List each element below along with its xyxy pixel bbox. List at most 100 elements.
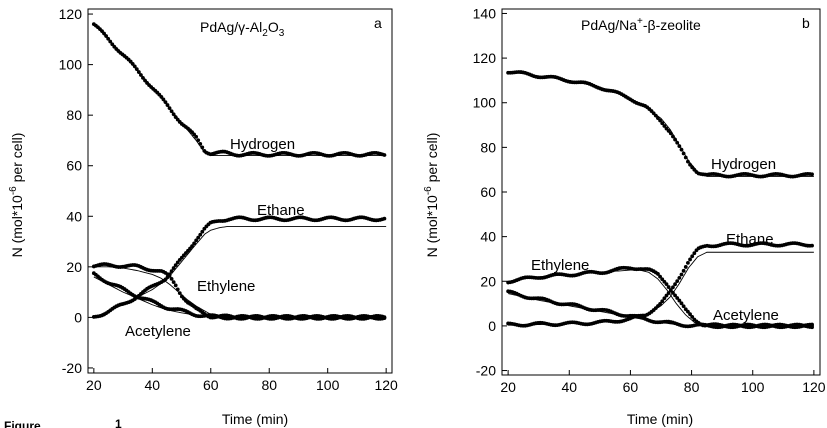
panel-a-point-ethylene — [167, 273, 172, 278]
panel-b-point-hydrogen — [673, 137, 677, 142]
panel-b-point-ethylene — [664, 282, 669, 287]
panel-a-point-hydrogen — [171, 112, 176, 117]
panel-b-point-ethane — [658, 302, 662, 306]
panel-a-x-tick-label: 40 — [145, 377, 161, 393]
panel-a-label-hydrogen: Hydrogen — [230, 136, 295, 153]
panel-a-point-hydrogen — [106, 36, 111, 41]
panel-b-point-ethylene — [681, 304, 686, 309]
panel-a-point-ethane — [196, 235, 201, 240]
panel-a-x-tick-label: 60 — [203, 377, 219, 393]
panel-a-x-tick-label: 20 — [86, 377, 102, 393]
panel-a-point-ethane — [198, 232, 203, 237]
panel-b-point-hydrogen — [662, 124, 667, 128]
panel-a-y-tick-label: 20 — [66, 259, 82, 275]
panel-a-y-tick-label: -20 — [62, 360, 82, 376]
panel-b-point-ethylene — [660, 277, 665, 282]
panel-a-point-ethylene — [173, 283, 178, 288]
panel-b-x-tick-label: 100 — [741, 379, 765, 395]
panel-a-point-ethane — [200, 229, 205, 234]
panel-a-x-tick-label: 80 — [261, 377, 277, 393]
panel-a-point-hydrogen — [134, 67, 139, 72]
panel-a-point-hydrogen — [132, 64, 137, 69]
panel-a-point-ethane — [192, 241, 197, 246]
panel-a-point-hydrogen — [139, 73, 143, 77]
panel-a-point-ethylene — [177, 291, 182, 296]
panel-a-point-hydrogen — [196, 138, 201, 143]
panel-a-point-ethylene — [175, 287, 180, 292]
panel-b-x-tick-label: 80 — [684, 379, 700, 395]
panel-b-x-tick-label: 60 — [623, 379, 639, 395]
panel-b: 20 40 60 80 100 120 -20 0 20 40 60 80 100 120 140 PdAg… — [423, 5, 826, 427]
panel-a-point-hydrogen — [161, 97, 166, 102]
panel-a-y-axis-label: N (mol*10-6 per cell) — [8, 133, 25, 258]
panel-b-point-hydrogen — [683, 155, 688, 160]
panel-b-point-ethane — [679, 272, 684, 277]
panel-b-y-axis-label: N (mol*10-6 per cell) — [423, 133, 440, 258]
panel-a-point-hydrogen — [173, 115, 178, 119]
figure-caption-number: 1 — [115, 417, 122, 428]
panel-b-point-ethane — [675, 279, 680, 283]
panel-a-letter: a — [374, 15, 382, 31]
panel-b-point-ethane — [664, 293, 669, 298]
panel-b-label-acetylene: Acetylene — [713, 307, 779, 324]
panel-b-point-ethylene — [658, 274, 662, 279]
panel-b-point-ethane — [686, 260, 690, 265]
panel-a-y-tick-label: 120 — [59, 6, 83, 22]
panel-a-label-ethane: Ethane — [257, 202, 305, 219]
panel-b-point-ethylene — [688, 312, 692, 317]
panel-a-y-tick-label: 40 — [66, 208, 82, 224]
panel-a-point-hydrogen — [130, 61, 135, 66]
panel-b-point-hydrogen — [675, 140, 680, 145]
panel-a-fit-line-ethane — [93, 225, 387, 318]
panel-a-point-ethane — [169, 269, 174, 274]
panel-a-label-acetylene: Acetylene — [125, 323, 191, 340]
panel-a-marks: 20 40 60 80 100 120 -20 0 20 40 60 80 100 120 — [59, 6, 398, 393]
panel-a-point-ethylene — [169, 276, 174, 281]
panel-a-point-hydrogen — [163, 100, 168, 105]
panel-b-label-hydrogen: Hydrogen — [711, 156, 776, 173]
panel-b-point-ethane — [683, 265, 688, 269]
panel-b-point-hydrogen — [677, 144, 682, 149]
panel-b-label-ethylene: Ethylene — [531, 257, 589, 274]
panel-b-point-hydrogen — [668, 131, 673, 136]
panel-a-point-hydrogen — [110, 42, 115, 47]
panel-b-point-ethylene — [666, 285, 671, 289]
panel-a-y-tick-label: 0 — [74, 309, 82, 325]
panel-a-y-tick-label: 80 — [66, 107, 82, 123]
panel-b-x-tick-label: 20 — [500, 379, 516, 395]
panel-b-y-tick-label: 80 — [480, 139, 496, 155]
panel-b-y-tick-label: 100 — [473, 95, 497, 111]
panel-b-point-hydrogen — [810, 172, 814, 177]
panel-a-x-tick-label: 120 — [374, 377, 398, 393]
panel-b-point-ethylene — [679, 301, 684, 306]
panel-a-point-ethane — [173, 263, 178, 268]
panel-b-label-ethane: Ethane — [726, 231, 774, 248]
panel-a-point-hydrogen — [102, 31, 106, 36]
panel-b-y-tick-label: 20 — [480, 273, 496, 289]
panel-b-point-ethane — [662, 296, 667, 301]
panel-a-point-hydrogen — [141, 75, 145, 80]
panel-a-point-ethane — [382, 216, 387, 221]
panel-a-point-ethane — [171, 266, 176, 270]
panel-a-point-hydrogen — [108, 39, 113, 44]
panel-a-plot-frame — [87, 8, 393, 374]
panel-b-point-ethane — [671, 285, 675, 290]
panel-b-point-hydrogen — [688, 162, 692, 167]
panel-b-point-ethane — [690, 254, 695, 259]
panel-b-point-ethane — [677, 275, 682, 280]
panel-a-x-tick-label: 100 — [316, 377, 340, 393]
panel-b-marks: 20 40 60 80 100 120 -20 0 20 40 60 80 100 120 140 — [473, 5, 826, 395]
panel-a-point-hydrogen — [198, 141, 203, 146]
panel-a-point-hydrogen — [136, 70, 141, 74]
panel-b-y-tick-label: 0 — [488, 318, 496, 334]
panel-b-x-tick-label: 120 — [802, 379, 826, 395]
figure-caption-word: Figure — [4, 419, 41, 428]
panel-b-point-hydrogen — [690, 165, 695, 170]
panel-a-point-hydrogen — [104, 34, 109, 38]
panel-b-point-hydrogen — [681, 151, 686, 156]
panel-b-point-ethylene — [668, 288, 673, 292]
panel-a-point-hydrogen — [159, 94, 164, 99]
panel-a-point-ethylene — [171, 280, 176, 285]
panel-a-point-hydrogen — [165, 103, 170, 107]
panel-b-point-ethane — [660, 299, 665, 304]
